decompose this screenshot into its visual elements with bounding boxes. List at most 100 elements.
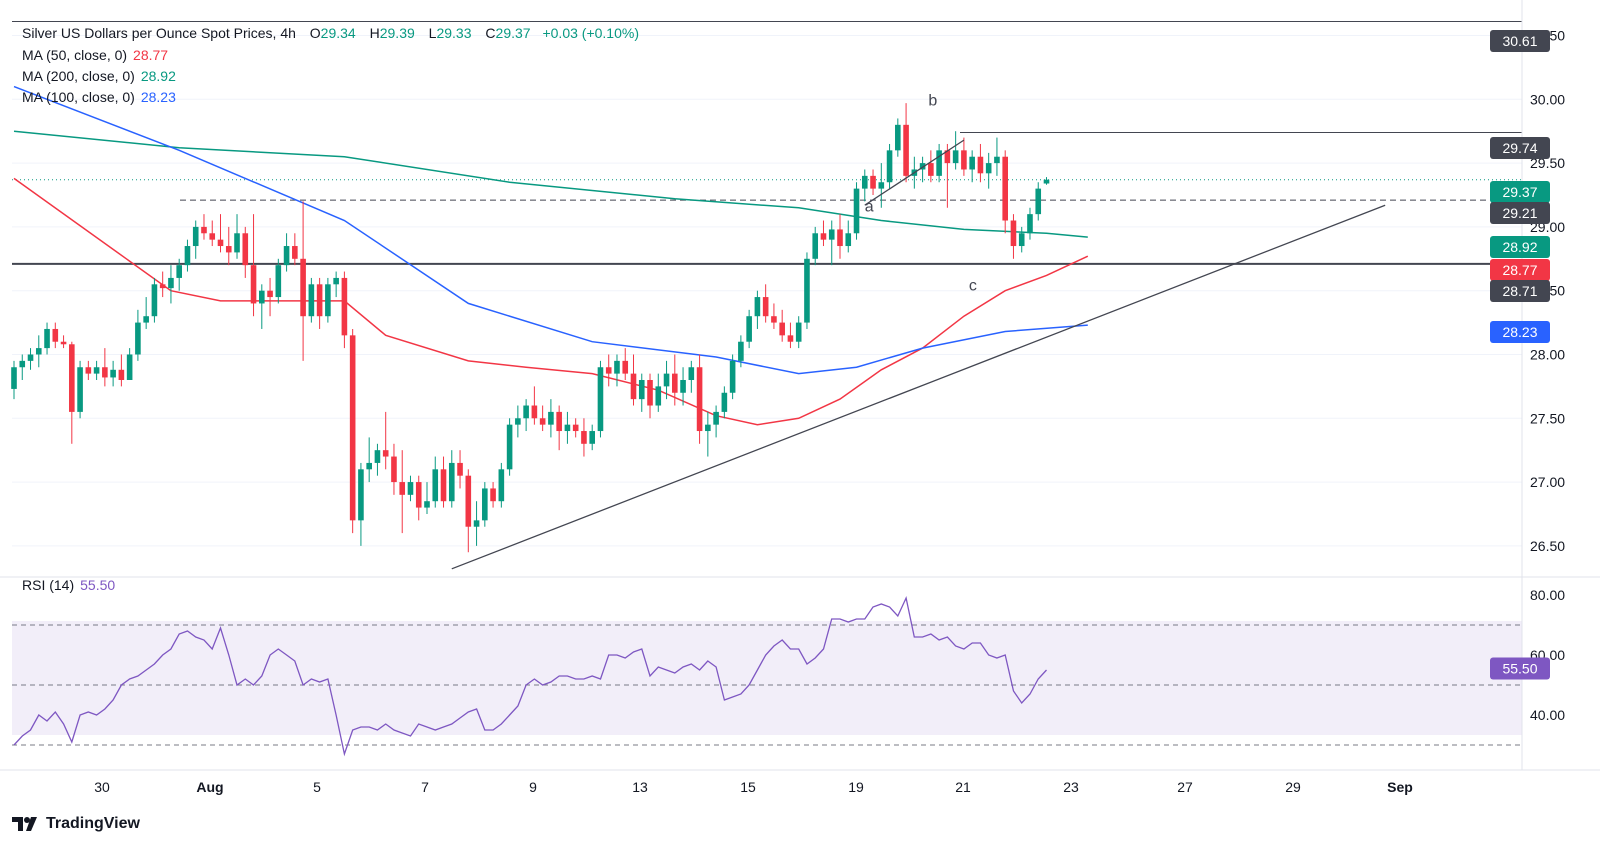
candle[interactable] <box>655 373 662 412</box>
candle[interactable] <box>457 450 463 489</box>
candle[interactable] <box>292 233 298 266</box>
candle[interactable] <box>209 220 216 247</box>
candle[interactable] <box>548 399 554 438</box>
candle[interactable] <box>126 348 133 380</box>
trendline[interactable] <box>864 139 965 206</box>
candle[interactable] <box>539 405 546 432</box>
candle[interactable] <box>432 456 439 508</box>
candle[interactable] <box>581 418 587 457</box>
candle[interactable] <box>184 239 191 272</box>
candle[interactable] <box>845 220 852 253</box>
candle[interactable] <box>638 373 645 412</box>
moving-average-line[interactable] <box>13 177 1089 426</box>
candle[interactable] <box>820 220 827 247</box>
rsi-legend[interactable]: RSI (14) 55.50 <box>22 575 115 595</box>
ma200-legend[interactable]: MA (200, close, 0) 28.92 <box>22 66 176 86</box>
candle[interactable] <box>597 360 604 438</box>
candle[interactable] <box>465 469 472 553</box>
moving-average-line[interactable] <box>13 130 1088 238</box>
candle[interactable] <box>977 143 984 183</box>
candle[interactable] <box>837 214 843 259</box>
candle[interactable] <box>1035 182 1042 221</box>
candle[interactable] <box>27 348 34 370</box>
candle[interactable] <box>399 450 406 534</box>
ma50-legend[interactable]: MA (50, close, 0) 28.77 <box>22 45 168 65</box>
candle[interactable] <box>713 405 719 438</box>
candle[interactable] <box>118 354 125 387</box>
candle[interactable] <box>60 335 67 349</box>
candle[interactable] <box>1002 150 1008 234</box>
candle[interactable] <box>853 182 860 240</box>
candle[interactable] <box>19 354 26 380</box>
symbol-title[interactable]: Silver US Dollars per Ounce Spot Prices,… <box>22 25 296 41</box>
candle[interactable] <box>672 354 678 406</box>
candle[interactable] <box>961 137 967 176</box>
candle[interactable] <box>300 201 306 361</box>
candle[interactable] <box>969 150 975 183</box>
candle[interactable] <box>159 271 166 298</box>
candle[interactable] <box>110 360 116 387</box>
candle[interactable] <box>275 258 282 304</box>
candle[interactable] <box>424 482 430 514</box>
candle[interactable] <box>746 309 752 349</box>
tradingview-logo[interactable]: TradingView <box>12 815 140 833</box>
candle[interactable] <box>201 214 207 240</box>
symbol-legend[interactable]: Silver US Dollars per Ounce Spot Prices,… <box>22 23 639 43</box>
candle[interactable] <box>308 277 315 323</box>
candle[interactable] <box>705 411 711 457</box>
candle[interactable] <box>44 322 50 355</box>
candle[interactable] <box>382 411 389 470</box>
candle[interactable] <box>102 348 108 387</box>
candle[interactable] <box>605 354 612 387</box>
candle[interactable] <box>366 437 372 483</box>
candle[interactable] <box>482 482 488 527</box>
candle[interactable] <box>168 265 174 304</box>
candle[interactable] <box>895 118 901 157</box>
candle[interactable] <box>93 360 100 380</box>
candle[interactable] <box>952 131 959 170</box>
candle[interactable] <box>473 501 480 546</box>
ma100-legend[interactable]: MA (100, close, 0) 28.23 <box>22 87 176 107</box>
candle[interactable] <box>762 284 769 323</box>
candle[interactable] <box>812 226 819 266</box>
candle[interactable] <box>151 277 158 323</box>
rsi-line[interactable] <box>13 595 1047 757</box>
candle[interactable] <box>316 277 323 329</box>
candle[interactable] <box>878 163 885 208</box>
candle[interactable] <box>448 450 455 508</box>
candle[interactable] <box>944 143 951 208</box>
candle[interactable] <box>415 475 422 521</box>
candle[interactable] <box>564 411 571 444</box>
candle[interactable] <box>771 303 777 329</box>
candle[interactable] <box>870 169 876 195</box>
candle[interactable] <box>680 367 686 406</box>
candle[interactable] <box>333 271 339 298</box>
candle[interactable] <box>341 271 348 349</box>
candle[interactable] <box>919 156 926 183</box>
candle[interactable] <box>1018 226 1025 253</box>
candle[interactable] <box>795 316 802 349</box>
time-axis[interactable]: 30 Aug 5 7 9 13 15 19 21 23 27 29 Sep <box>94 779 1413 795</box>
candle[interactable] <box>779 309 785 342</box>
candle[interactable] <box>994 137 1000 176</box>
candle[interactable] <box>349 328 356 534</box>
candle[interactable] <box>804 252 810 329</box>
candle[interactable] <box>754 290 761 329</box>
candle[interactable] <box>1043 177 1050 185</box>
candle[interactable] <box>440 456 447 508</box>
candle[interactable] <box>647 373 653 419</box>
candle[interactable] <box>556 405 562 451</box>
candle[interactable] <box>738 335 744 368</box>
candle[interactable] <box>242 226 249 278</box>
moving-average-line[interactable] <box>13 85 1088 375</box>
candle[interactable] <box>490 482 496 508</box>
candle[interactable] <box>985 152 992 189</box>
candle[interactable] <box>85 360 92 380</box>
candle[interactable] <box>52 322 59 349</box>
candle[interactable] <box>1010 214 1017 259</box>
candle[interactable] <box>630 354 637 406</box>
candle[interactable] <box>77 360 83 419</box>
candle[interactable] <box>729 354 736 400</box>
candle[interactable] <box>663 360 670 400</box>
